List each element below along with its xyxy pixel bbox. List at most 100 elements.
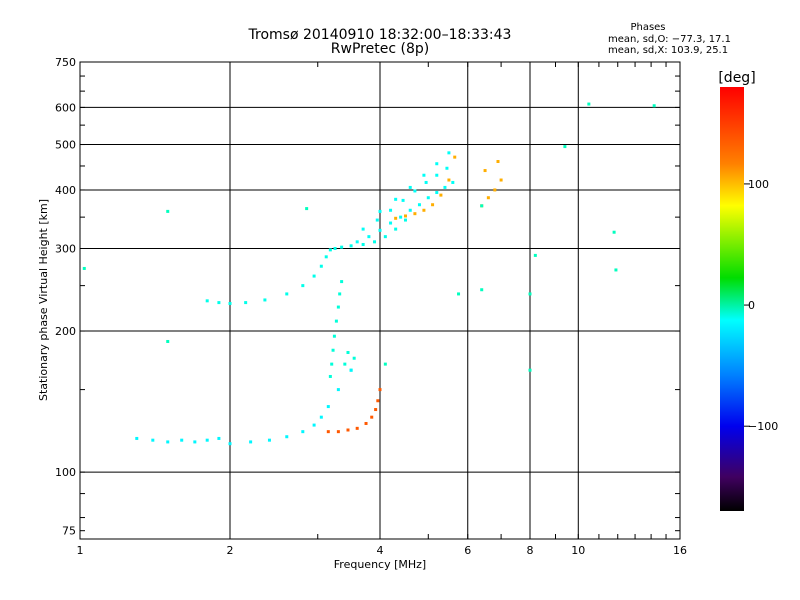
data-point [328,374,332,378]
data-point [319,264,323,268]
x-tick-label: 2 [227,544,234,557]
data-point [499,178,503,182]
data-point [305,207,309,211]
y-tick-label: 100 [55,466,76,479]
data-point [480,288,484,292]
data-point [349,368,353,372]
colorbar-label: [deg] [718,70,755,86]
data-point [228,442,232,446]
y-tick-label: 200 [55,325,76,338]
data-point [394,227,398,231]
data-point [394,216,398,220]
y-axis-label: Stationary phase Virtual Height [km] [37,199,50,401]
data-point [376,399,380,403]
phase-stats-heading: Phases [630,22,665,33]
data-point [324,255,328,259]
colorbar-ticks: 100 0 −100 [744,178,778,433]
data-point [403,214,407,218]
phase-stats-x: mean, sd,X: 103.9, 25.1 [608,45,728,56]
data-point [422,208,426,212]
data-point [263,298,267,302]
data-point [340,245,344,249]
colorbar-tick-label: −100 [748,420,778,433]
x-tick-label: 4 [377,544,384,557]
x-tick-label: 6 [464,544,471,557]
chart-title: Tromsø 20140910 18:32:00–18:33:43 [248,27,512,43]
data-point [312,274,316,278]
phase-stats-o: mean, sd,O: −77.3, 17.1 [608,34,731,45]
data-point [528,368,532,372]
colorbar-tick-label: 0 [748,299,755,312]
data-point [336,430,340,434]
data-point [336,305,340,309]
data-point [244,301,248,305]
data-point [652,104,656,108]
data-point [166,440,170,444]
data-point [332,334,336,338]
colorbar-tick-label: 100 [748,178,769,191]
data-point [249,440,253,444]
data-point [352,356,356,360]
data-point [447,151,451,155]
data-point [378,228,382,232]
data-point [612,230,616,234]
data-point [166,339,170,343]
data-point [331,348,335,352]
data-point [389,221,393,225]
data-point [493,188,497,192]
data-point [413,189,417,193]
data-point [528,292,532,296]
data-point [228,301,232,305]
data-point [367,235,371,239]
data-point [486,196,490,200]
data-point [480,204,484,208]
data-point [378,388,382,392]
data-point [413,212,417,216]
data-point [399,215,403,219]
data-point [334,319,338,323]
plot-frame [79,61,681,540]
y-axis-ticks: 75 100 200 300 400 500 600 750 [55,56,680,538]
data-point [346,350,350,354]
data-point [375,218,379,222]
data-point [205,299,209,303]
data-point [383,362,387,366]
data-point [166,209,170,213]
colorbar: [deg] 100 0 −100 [718,70,778,511]
data-point [563,145,567,149]
data-point [319,415,323,419]
data-point [403,218,407,222]
data-point [326,430,330,434]
data-point [267,438,271,442]
data-point [361,227,365,231]
data-point [330,362,334,366]
data-point [533,253,537,257]
y-tick-label: 600 [55,101,76,114]
data-point [435,173,439,177]
data-point [483,169,487,173]
x-axis-ticks: 1 2 4 6 8 10 16 [77,62,687,557]
x-tick-label: 1 [77,544,84,557]
data-point [349,244,353,248]
data-point [422,173,426,177]
data-points [82,102,656,446]
data-point [301,430,305,434]
y-tick-label: 75 [62,525,76,538]
x-axis-label: Frequency [MHz] [334,558,426,571]
colorbar-gradient [720,87,744,511]
chart-subtitle: RwPretec (8p) [331,41,429,57]
data-point [180,438,184,442]
data-point [447,178,451,182]
data-point [312,423,316,427]
y-tick-label: 300 [55,243,76,256]
data-point [326,405,330,409]
data-point [457,292,461,296]
data-point [394,197,398,201]
y-tick-label: 500 [55,139,76,152]
data-point [374,408,378,412]
data-point [217,301,221,305]
data-point [408,208,412,212]
data-point [151,438,155,442]
x-tick-label: 8 [527,544,534,557]
